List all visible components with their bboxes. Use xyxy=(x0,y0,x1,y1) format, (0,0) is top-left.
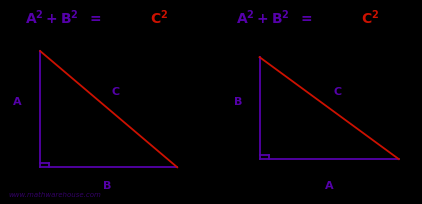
Text: B: B xyxy=(234,97,243,107)
Text: $\mathbf{C^2}$: $\mathbf{C^2}$ xyxy=(150,8,168,27)
Text: A: A xyxy=(325,181,333,191)
Text: C: C xyxy=(333,87,342,97)
Text: $\mathbf{C^2}$: $\mathbf{C^2}$ xyxy=(361,8,379,27)
Text: www.mathwarehouse.com: www.mathwarehouse.com xyxy=(8,192,101,198)
Text: B: B xyxy=(103,181,112,191)
Text: $\mathbf{A^2 + B^2\ \ =\ \ }$: $\mathbf{A^2 + B^2\ \ =\ \ }$ xyxy=(25,8,102,27)
Text: $\mathbf{A^2 + B^2\ \ =\ \ }$: $\mathbf{A^2 + B^2\ \ =\ \ }$ xyxy=(236,8,313,27)
Text: A: A xyxy=(13,97,21,107)
Text: C: C xyxy=(112,87,120,97)
